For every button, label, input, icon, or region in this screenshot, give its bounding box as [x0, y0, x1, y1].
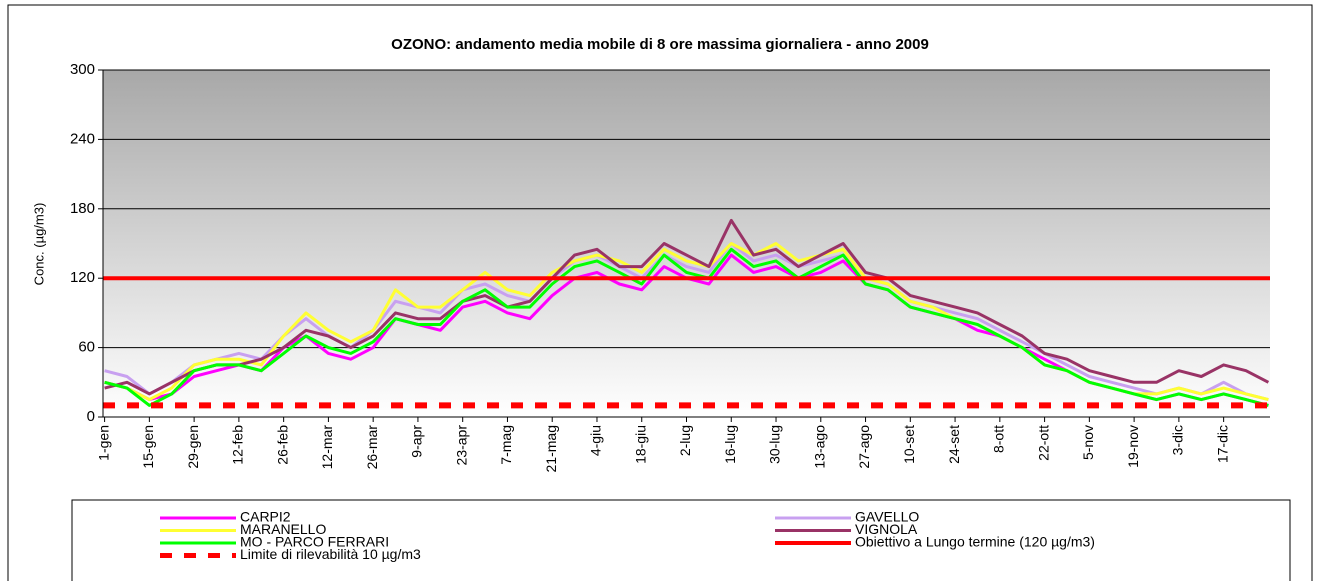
x-tick-label: 26-feb: [274, 425, 290, 465]
x-tick-label: 3-dic: [1170, 425, 1186, 455]
x-tick-label: 15-gen: [140, 425, 156, 469]
series-line: [104, 218, 1270, 396]
x-tick-label: 13-ago: [811, 425, 827, 469]
y-tick-label: 180: [70, 200, 95, 217]
legend-label: MARANELLO: [240, 521, 326, 537]
x-tick-label: 7-mag: [498, 425, 514, 465]
series-line: [104, 242, 1269, 402]
x-tick-label: 19-nov: [1125, 425, 1141, 468]
x-tick-label: 23-apr: [453, 425, 469, 466]
x-tick-label: 10-set: [901, 425, 917, 464]
legend-label: MO - PARCO FERRARI: [240, 534, 389, 550]
x-tick-label: 22-ott: [1035, 425, 1051, 461]
x-tick-label: 4-giu: [588, 425, 604, 456]
x-tick-label: 9-apr: [409, 425, 425, 458]
x-tick-label: 30-lug: [767, 425, 783, 464]
x-tick-label: 24-set: [946, 425, 962, 464]
y-tick-label: 60: [78, 339, 95, 356]
y-tick-label: 120: [70, 269, 95, 286]
legend-label: VIGNOLA: [855, 521, 918, 537]
x-tick-label: 16-lug: [722, 425, 738, 464]
x-tick-label: 12-feb: [230, 425, 246, 465]
x-tick-label: 1-gen: [95, 425, 111, 461]
chart-title: OZONO: andamento media mobile di 8 ore m…: [391, 36, 929, 53]
legend-label: Obiettivo a Lungo termine (120 µg/m3): [855, 534, 1095, 550]
legend: [71, 499, 1291, 581]
plot-area: [103, 70, 1270, 417]
y-tick-label: 0: [87, 408, 95, 425]
legend-label: CARPI2: [240, 509, 291, 525]
series-line: [104, 247, 1269, 407]
x-tick-label: 27-ago: [856, 425, 872, 469]
legend-label: Limite di rilevabilità 10 µg/m3: [240, 546, 421, 562]
x-tick-label: 12-mar: [319, 425, 335, 470]
x-tick-label: 18-giu: [632, 425, 648, 464]
x-tick-label: 29-gen: [185, 425, 201, 469]
x-tick-label: 21-mag: [543, 425, 559, 472]
x-tick-label: 17-dic: [1214, 425, 1230, 463]
x-tick-label: 5-nov: [1080, 425, 1096, 460]
y-tick-label: 300: [70, 61, 95, 78]
y-tick-label: 240: [70, 130, 95, 147]
x-tick-label: 26-mar: [364, 425, 380, 470]
x-tick-label: 8-ott: [991, 425, 1007, 453]
y-axis-label: Conc. (µg/m3): [31, 203, 46, 286]
legend-label: GAVELLO: [855, 509, 919, 525]
x-tick-label: 2-lug: [677, 425, 693, 456]
